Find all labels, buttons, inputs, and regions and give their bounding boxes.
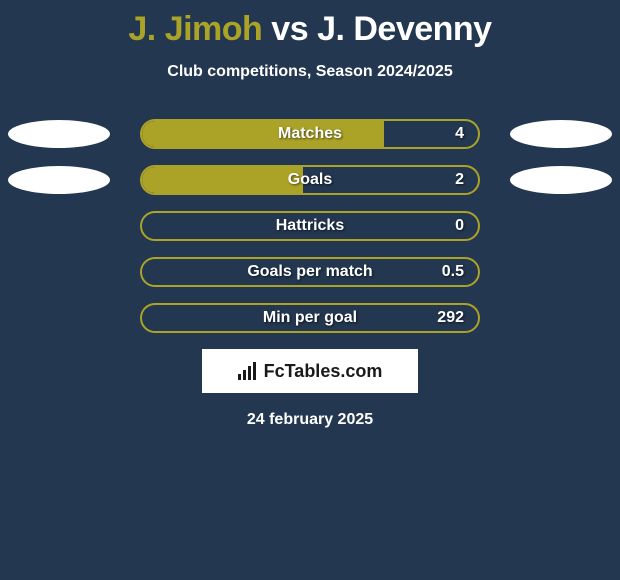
stat-value: 292 [437,305,464,331]
bar-chart-icon [238,362,260,380]
player2-name: J. Devenny [317,10,492,48]
stat-row: Hattricks0 [0,211,620,241]
stat-label: Matches [142,121,478,147]
stat-label: Hattricks [142,213,478,239]
stat-value: 4 [455,121,464,147]
comparison-title: J. Jimoh vs J. Devenny [0,0,620,49]
stat-row: Goals2 [0,165,620,195]
player1-marker [8,120,110,148]
player2-marker [510,166,612,194]
stat-bar: Min per goal292 [140,303,480,333]
player1-name: J. Jimoh [128,10,262,48]
logo-box[interactable]: FcTables.com [202,349,418,393]
stat-bar: Matches4 [140,119,480,149]
stat-bar: Goals per match0.5 [140,257,480,287]
stat-row: Min per goal292 [0,303,620,333]
stat-bar: Hattricks0 [140,211,480,241]
stat-value: 2 [455,167,464,193]
subtitle: Club competitions, Season 2024/2025 [0,63,620,81]
stat-row: Goals per match0.5 [0,257,620,287]
stat-value: 0 [455,213,464,239]
stat-row: Matches4 [0,119,620,149]
stat-value: 0.5 [442,259,464,285]
date-text: 24 february 2025 [0,411,620,429]
logo-text: FcTables.com [264,361,383,382]
stat-label: Min per goal [142,305,478,331]
stat-label: Goals per match [142,259,478,285]
player1-marker [8,166,110,194]
vs-separator: vs [271,10,308,48]
stat-rows: Matches4Goals2Hattricks0Goals per match0… [0,119,620,333]
stat-label: Goals [142,167,478,193]
player2-marker [510,120,612,148]
stat-bar: Goals2 [140,165,480,195]
